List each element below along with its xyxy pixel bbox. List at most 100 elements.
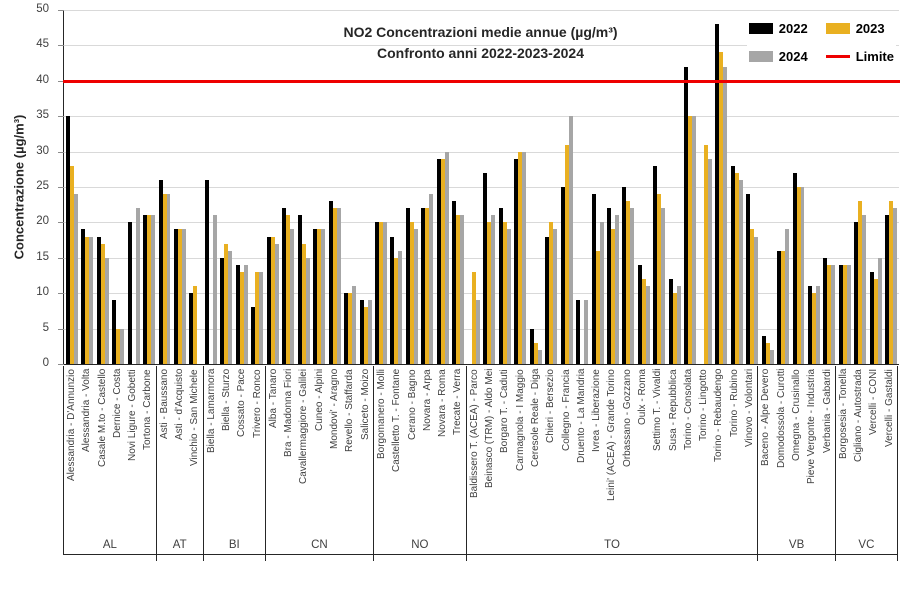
bar-2023 — [224, 243, 229, 364]
bar-2022 — [204, 179, 209, 364]
bar-group-AT — [157, 10, 203, 364]
station-label: Oulx - Roma — [637, 368, 649, 425]
bar-2022 — [730, 165, 735, 364]
bar-2023 — [332, 208, 337, 364]
station-label: Alessandria - D'Annunzio — [66, 368, 78, 481]
bar-2023 — [781, 250, 786, 364]
group-label-AT: AT — [172, 538, 187, 551]
bar-2022 — [792, 172, 797, 364]
x-group-NO: Borgomanero - Molli Castelletto T. - Font… — [374, 365, 467, 561]
station-label: Novi Ligure - Gobetti — [127, 368, 139, 461]
station-label: Saliceto - Moizo — [359, 368, 371, 440]
bar-2022 — [838, 264, 843, 364]
bar-2023 — [858, 201, 863, 364]
bar-2022 — [375, 222, 379, 364]
y-tickmark-30 — [58, 151, 64, 153]
station-label: Cuneo - Alpini — [313, 368, 325, 431]
bar-2024 — [553, 229, 558, 364]
bar-2022 — [405, 208, 410, 364]
legend-swatch-2023 — [825, 23, 850, 34]
y-tickmark-45 — [58, 45, 64, 47]
bar-slot — [311, 10, 326, 364]
gridline-10 — [64, 293, 899, 295]
bar-slot — [574, 10, 589, 364]
bar-slot — [497, 10, 512, 364]
bar-2023 — [116, 328, 121, 364]
bar-slot — [373, 10, 388, 364]
bar-slot — [141, 10, 156, 364]
station-label: Cossato - Pace — [236, 368, 248, 437]
group-label-VC: VC — [858, 538, 875, 551]
bar-slot — [760, 10, 775, 364]
station-label: Alba - Tanaro — [268, 368, 279, 428]
bar-2022 — [715, 24, 720, 364]
station-label: Leini' (ACEA) - Grande Torino — [606, 368, 618, 501]
bar-slot — [64, 10, 79, 364]
gridline-50 — [64, 10, 899, 11]
bar-2023 — [688, 116, 693, 364]
bar-2024 — [274, 243, 279, 364]
bar-2024 — [413, 229, 418, 364]
bar-slot — [172, 10, 187, 364]
x-axis-groups: Alessandria - D'Annunzio Alessandria - Vo… — [63, 365, 899, 561]
bar-2024 — [568, 116, 573, 364]
bar-2022 — [545, 236, 550, 364]
bar-2023 — [409, 222, 414, 364]
y-tick-label-25: 25 — [36, 180, 49, 192]
bar-slot — [559, 10, 574, 364]
bar-2022 — [591, 194, 596, 364]
bar-2023 — [487, 222, 492, 364]
station-label: Cavallermaggiore - Galilei — [298, 368, 310, 484]
station-labels-row: Alba - Tanaro Bra - Madonna Fiori Cavaller… — [266, 366, 373, 536]
bar-2022 — [174, 229, 178, 364]
y-tick-label-15: 15 — [36, 250, 49, 263]
bar-group-NO — [373, 10, 466, 364]
station-label: Mondovi' - Aragno — [329, 368, 341, 449]
bar-2022 — [529, 328, 534, 364]
bar-2024 — [151, 215, 156, 364]
bar-2024 — [444, 151, 449, 364]
bar-slot — [95, 10, 110, 364]
group-label-AL: AL — [102, 538, 117, 551]
bar-2024 — [120, 328, 125, 364]
group-label-NO: NO — [411, 538, 429, 551]
bar-2024 — [305, 257, 310, 364]
bar-2024 — [692, 116, 697, 364]
station-label: Borgomanero - Molli — [376, 368, 388, 459]
station-label: Trivero - Ronco — [251, 368, 263, 438]
bars-layer — [64, 10, 899, 364]
y-axis-tick-labels: 0 5 10 15 20 25 30 35 40 45 50 — [0, 3, 57, 369]
limit-line — [63, 79, 900, 83]
gridline-25 — [64, 187, 899, 188]
station-labels-row: Baceno - Alpe Devero Domodossola - Curott… — [758, 366, 834, 536]
station-label: Novara - Roma — [437, 368, 449, 437]
bar-2023 — [394, 257, 399, 364]
bar-2023 — [147, 215, 152, 364]
y-tick-label-20: 20 — [36, 215, 49, 228]
bar-2023 — [564, 144, 569, 364]
bar-2024 — [769, 349, 774, 364]
bar-2022 — [885, 215, 890, 364]
station-label: Susa - Repubblica — [667, 368, 679, 451]
legend-item-2023: 2023 — [825, 21, 894, 36]
bar-slot — [110, 10, 125, 364]
bar-slot — [126, 10, 141, 364]
gridline-30 — [64, 151, 899, 153]
station-label: Collegno - Francia — [560, 368, 572, 451]
x-group-VB: Baceno - Alpe Devero Domodossola - Curott… — [758, 365, 837, 561]
bar-2022 — [81, 229, 86, 364]
bar-2024 — [104, 257, 109, 364]
x-group-BI: Biella - Lamarmora Biella - Sturzo Cossato… — [204, 365, 267, 561]
station-label: Asti - d'Acquisto — [174, 368, 186, 440]
bar-2023 — [750, 229, 755, 364]
bar-2022 — [498, 208, 503, 364]
y-tickmark-40 — [58, 80, 64, 82]
bar-slot — [512, 10, 527, 364]
legend-item-2022: 2022 — [748, 21, 808, 36]
y-tick-label-5: 5 — [42, 321, 49, 334]
chart-title-line1: NO2 Concentrazioni medie annue (µg/m³) — [343, 24, 618, 40]
bar-slot — [466, 10, 481, 364]
bar-2022 — [653, 165, 658, 364]
bar-2022 — [251, 307, 256, 364]
station-label: Cerano - Bagno — [406, 368, 418, 440]
